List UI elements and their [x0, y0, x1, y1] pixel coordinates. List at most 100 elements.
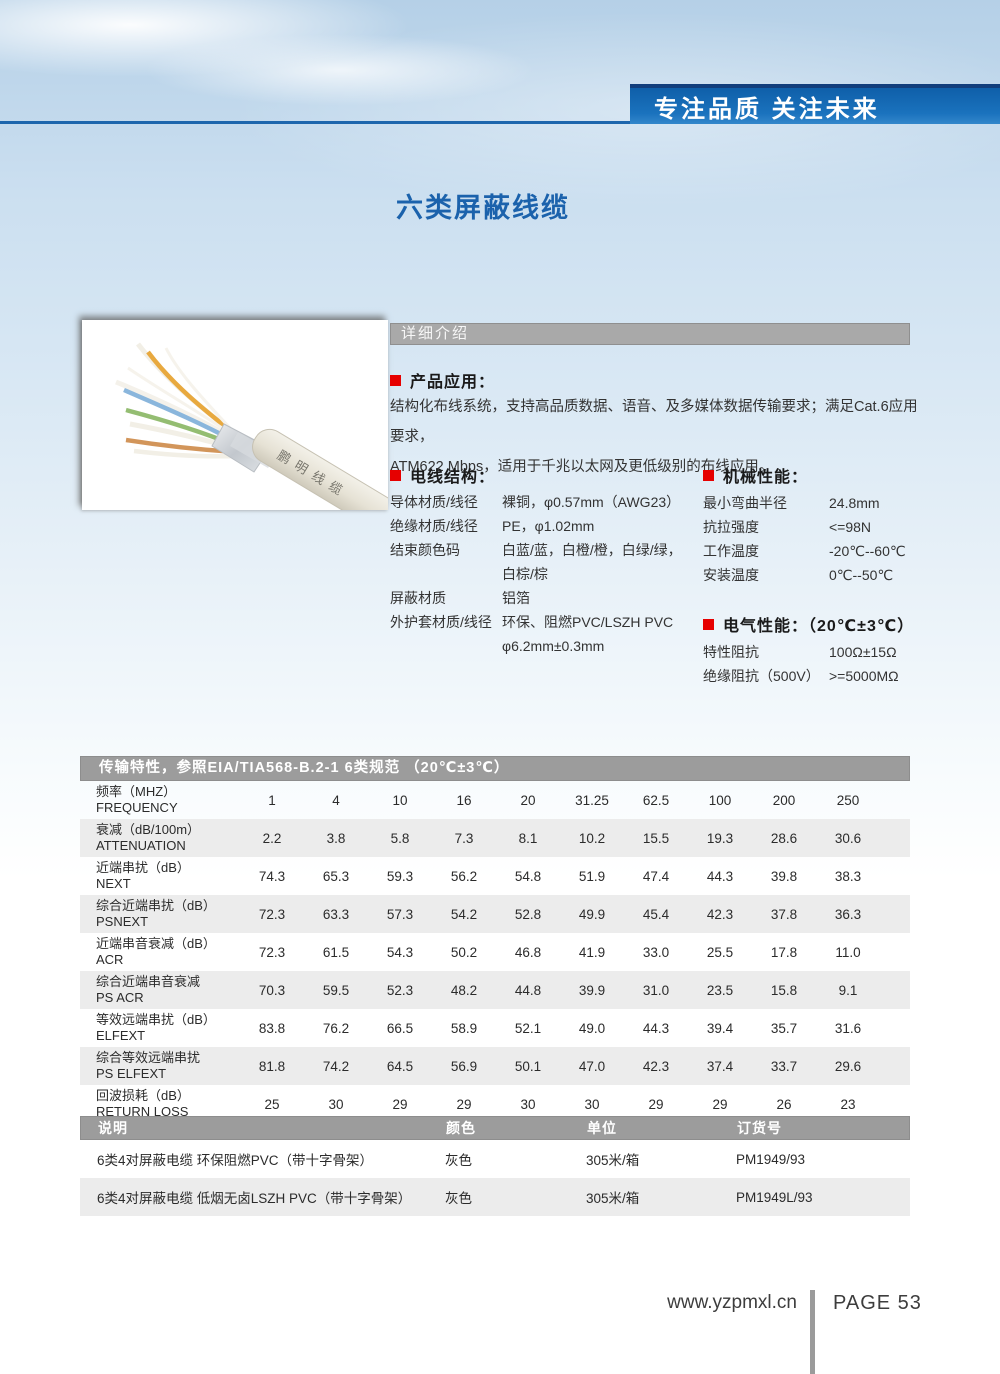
table-cell: 15.8 — [770, 982, 798, 998]
table-cell: 42.3 — [706, 906, 734, 922]
row-label: 等效远端串扰（dB） ELFEXT — [80, 1009, 240, 1047]
table-cell: 49.9 — [578, 906, 606, 922]
mechanical-heading-label: 机械性能： — [723, 469, 809, 486]
spec-label: 特性阻抗 — [703, 644, 759, 660]
row-label-cn: 等效远端串扰（dB） — [96, 1012, 216, 1027]
transmission-table-header: 传输特性，参照EIA/TIA568-B.2-1 6类规范 （20℃±3℃） — [80, 756, 910, 781]
table-cell: 23 — [840, 1096, 856, 1112]
table-cell: 25 — [264, 1096, 280, 1112]
table-cell: 47.0 — [578, 1058, 606, 1074]
table-cell: 26 — [776, 1096, 792, 1112]
table-cell: 59.3 — [386, 868, 414, 884]
table-cell: 30 — [520, 1096, 536, 1112]
table-cell: 44.3 — [706, 868, 734, 884]
table-cell: 31.0 — [642, 982, 670, 998]
order-part-number: PM1949/93 — [736, 1151, 806, 1167]
row-values: 72.3 61.5 54.3 50.2 46.8 41.9 33.0 25.5 17.8 11.0 — [240, 945, 880, 960]
table-cell: 15.5 — [642, 830, 670, 846]
table-cell: 47.4 — [642, 868, 670, 884]
spec-label: 工作温度 — [703, 543, 759, 559]
row-label-cn: 综合近端串音衰减 — [96, 974, 201, 989]
table-cell: 76.2 — [322, 1020, 350, 1036]
application-text: 结构化布线系统，支持高品质数据、语音、及多媒体数据传输要求；满足Cat.6应用要… — [390, 392, 918, 482]
table-cell: 45.4 — [642, 906, 670, 922]
table-cell: 28.6 — [770, 830, 798, 846]
table-cell: 37.4 — [706, 1058, 734, 1074]
footer-page-number: PAGE 53 — [833, 1292, 922, 1314]
spec-row: 抗拉强度 <=98N — [703, 515, 963, 539]
spec-label: 结束颜色码 — [390, 542, 460, 558]
table-cell: 50.1 — [514, 1058, 542, 1074]
table-cell: 23.5 — [706, 982, 734, 998]
table-cell: 72.3 — [258, 944, 286, 960]
table-cell: 29 — [712, 1096, 728, 1112]
spec-value: 环保、阻燃PVC/LSZH PVC φ6.2mm±0.3mm — [502, 614, 674, 654]
table-row: 近端串音衰减（dB） ACR 72.3 61.5 54.3 50.2 46.8 41.9 3… — [80, 933, 910, 971]
spec-label: 绝缘阻抗（500V） — [703, 668, 820, 684]
table-cell: 25.5 — [706, 944, 734, 960]
application-heading: 产品应用： — [390, 368, 495, 392]
table-cell: 35.7 — [770, 1020, 798, 1036]
ordering-table-body: 6类4对屏蔽电缆 环保阻燃PVC（带十字骨架） 灰色 305米/箱 PM1949… — [80, 1140, 910, 1216]
table-row: 综合近端串扰（dB） PSNEXT 72.3 63.3 57.3 54.2 52.8 49… — [80, 895, 910, 933]
table-cell: 19.3 — [706, 830, 734, 846]
row-label: 近端串音衰减（dB） ACR — [80, 933, 240, 971]
table-cell: 200 — [772, 792, 796, 808]
table-cell: 8.1 — [518, 830, 538, 846]
spec-label: 外护套材质/线径 — [390, 614, 492, 630]
spec-value: >=5000MΩ — [829, 668, 899, 684]
row-label: 综合近端串音衰减 PS ACR — [80, 971, 240, 1009]
table-row: 6类4对屏蔽电缆 环保阻燃PVC（带十字骨架） 灰色 305米/箱 PM1949… — [80, 1140, 910, 1178]
column-header: 说明 — [98, 1120, 128, 1136]
table-cell: 10 — [392, 792, 408, 808]
row-label-en: PS ELFEXT — [96, 1066, 167, 1081]
spec-label: 最小弯曲半径 — [703, 495, 787, 511]
table-row: 6类4对屏蔽电缆 低烟无卤LSZH PVC（带十字骨架） 灰色 305米/箱 P… — [80, 1178, 910, 1216]
order-part-number: PM1949L/93 — [736, 1189, 813, 1205]
table-cell: 54.8 — [514, 868, 542, 884]
order-unit: 305米/箱 — [586, 1191, 640, 1206]
application-heading-label: 产品应用： — [410, 374, 496, 391]
order-description: 6类4对屏蔽电缆 低烟无卤LSZH PVC（带十字骨架） — [97, 1191, 412, 1206]
structure-heading: 电线结构： — [390, 463, 495, 487]
row-label-en: ACR — [96, 952, 124, 967]
table-cell: 54.2 — [450, 906, 478, 922]
spec-value: 铝箔 — [502, 590, 530, 606]
order-color: 灰色 — [445, 1191, 472, 1206]
row-label-cn: 近端串音衰减（dB） — [96, 936, 216, 951]
row-values: 74.3 65.3 59.3 56.2 54.8 51.9 47.4 44.3 39.8 38.3 — [240, 869, 880, 884]
table-cell: 44.8 — [514, 982, 542, 998]
table-row: 衰减（dB/100m） ATTENUATION 2.2 3.8 5.8 7.3 8.1 1… — [80, 819, 910, 857]
table-row: 综合等效远端串扰 PS ELFEXT 81.8 74.2 64.5 56.9 50.1 4… — [80, 1047, 910, 1085]
table-cell: 46.8 — [514, 944, 542, 960]
table-cell: 59.5 — [322, 982, 350, 998]
column-header: 订货号 — [737, 1120, 782, 1136]
row-label-cn: 频率（MHZ） — [96, 784, 177, 799]
table-cell: 56.2 — [450, 868, 478, 884]
row-values: 81.8 74.2 64.5 56.9 50.1 47.0 42.3 37.4 33.7 29.6 — [240, 1059, 880, 1074]
table-cell: 30 — [584, 1096, 600, 1112]
table-cell: 54.3 — [386, 944, 414, 960]
table-cell: 62.5 — [642, 792, 670, 808]
detail-section-header: 详细介绍 — [390, 323, 910, 345]
table-cell: 61.5 — [322, 944, 350, 960]
structure-spec-list: 导体材质/线径 裸铜，φ0.57mm（AWG23） 绝缘材质/线径 PE，φ1.… — [390, 490, 690, 658]
spec-value: 100Ω±15Ω — [829, 644, 897, 660]
table-cell: 51.9 — [578, 868, 606, 884]
electrical-spec-list: 特性阻抗 100Ω±15Ω 绝缘阻抗（500V） >=5000MΩ — [703, 640, 963, 688]
row-label-en: PSNEXT — [96, 914, 149, 929]
table-cell: 16 — [456, 792, 472, 808]
table-row: 频率（MHZ） FREQUENCY 1 4 10 16 20 31.25 62.5 100 20… — [80, 781, 910, 819]
table-cell: 72.3 — [258, 906, 286, 922]
spec-label: 绝缘材质/线径 — [390, 518, 478, 534]
ordering-table: 说明 颜色 单位 订货号 6类4对屏蔽电缆 环保阻燃PVC（带十字骨架） 灰色 … — [80, 1116, 910, 1216]
table-cell: 65.3 — [322, 868, 350, 884]
spec-row: 外护套材质/线径 环保、阻燃PVC/LSZH PVC φ6.2mm±0.3mm — [390, 610, 690, 658]
row-label: 近端串扰（dB） NEXT — [80, 857, 240, 895]
application-line: 结构化布线系统，支持高品质数据、语音、及多媒体数据传输要求；满足Cat.6应用要… — [390, 399, 918, 445]
footer-website: www.yzpmxl.cn — [667, 1292, 797, 1313]
order-unit: 305米/箱 — [586, 1153, 640, 1168]
slogan-text: 专注品质 关注未来 — [654, 95, 880, 123]
transmission-table: 传输特性，参照EIA/TIA568-B.2-1 6类规范 （20℃±3℃） 频率… — [80, 756, 910, 1123]
spec-value: PE，φ1.02mm — [502, 518, 595, 534]
